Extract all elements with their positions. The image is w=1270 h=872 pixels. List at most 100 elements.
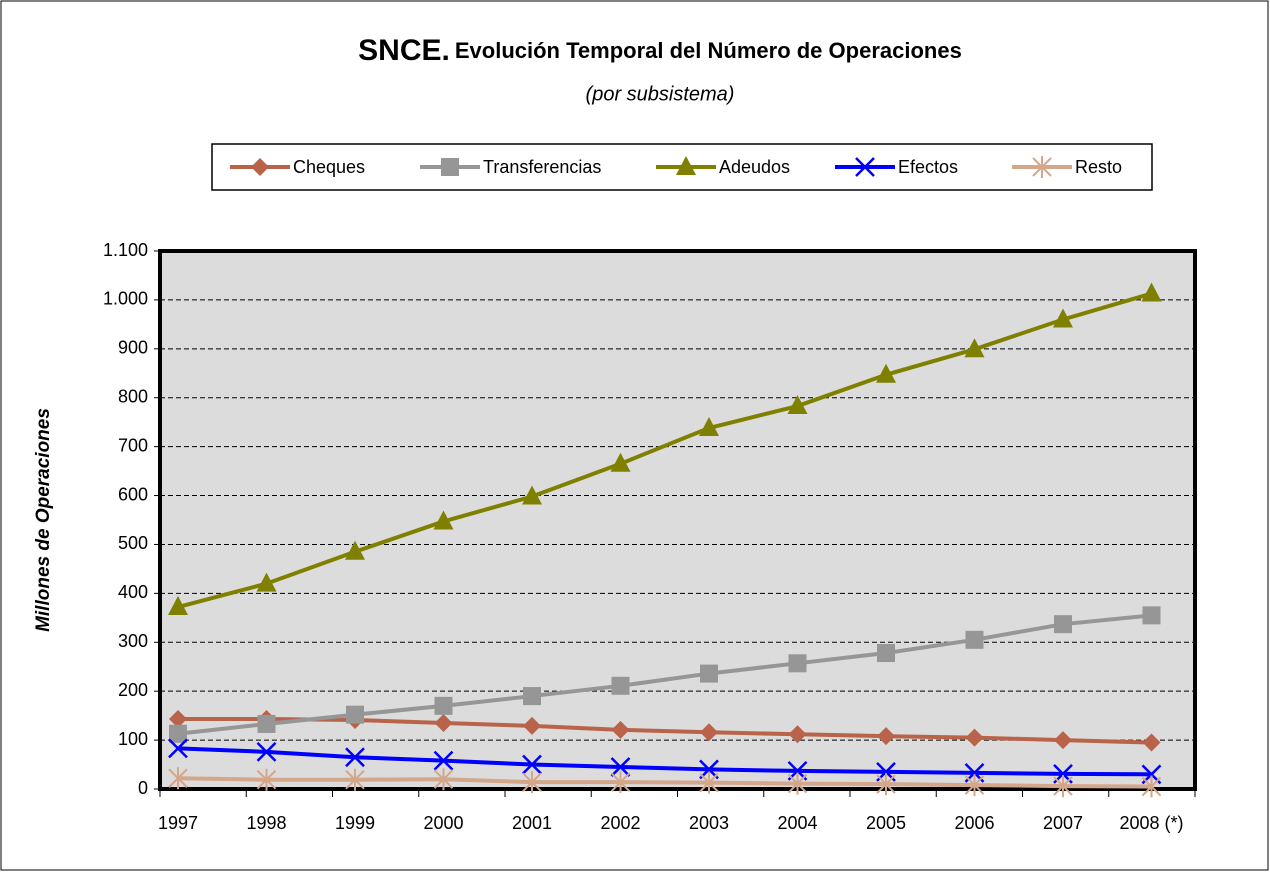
marker xyxy=(1142,606,1161,625)
x-tick-label: 2004 xyxy=(777,813,817,833)
marker xyxy=(787,395,808,415)
marker xyxy=(1141,775,1162,798)
legend-marker xyxy=(441,158,459,176)
legend-label: Transferencias xyxy=(483,157,601,177)
marker xyxy=(168,738,188,759)
marker xyxy=(788,725,807,744)
marker xyxy=(610,452,631,472)
x-tick-label: 2006 xyxy=(954,813,994,833)
marker xyxy=(168,596,188,616)
y-tick-label: 200 xyxy=(118,680,148,700)
x-tick-label: 2007 xyxy=(1043,813,1083,833)
marker xyxy=(964,338,985,358)
marker xyxy=(523,716,541,735)
y-tick-label: 1.100 xyxy=(103,240,148,260)
marker xyxy=(877,727,895,746)
marker xyxy=(345,768,365,791)
plot-area xyxy=(160,251,1195,789)
marker xyxy=(1054,731,1072,750)
marker xyxy=(346,705,364,724)
series-line xyxy=(177,776,1152,789)
marker xyxy=(523,687,541,706)
legend-label: Resto xyxy=(1075,157,1122,177)
series-line xyxy=(177,613,1152,736)
y-tick-label: 700 xyxy=(118,435,148,455)
marker xyxy=(965,728,984,747)
marker xyxy=(168,767,188,790)
y-tick-label: 500 xyxy=(118,533,148,553)
y-tick-label: 800 xyxy=(118,386,148,406)
y-tick-label: 600 xyxy=(118,484,148,504)
y-tick-label: 0 xyxy=(138,778,148,798)
y-tick-label: 1.000 xyxy=(103,289,148,309)
x-tick-label: 2002 xyxy=(600,813,640,833)
y-tick-label: 100 xyxy=(118,729,148,749)
x-tick-label: 2000 xyxy=(423,813,463,833)
legend-label: Cheques xyxy=(293,157,365,177)
plot-border xyxy=(158,249,1197,791)
marker xyxy=(1054,615,1072,634)
title-main: Evolución Temporal del Número de Operaci… xyxy=(455,38,962,63)
marker xyxy=(699,417,719,437)
legend-marker xyxy=(676,156,696,175)
chart-title: SNCE. Evolución Temporal del Número de O… xyxy=(358,34,962,67)
marker xyxy=(169,724,187,743)
marker xyxy=(700,664,718,683)
y-tick-label: 300 xyxy=(118,631,148,651)
marker xyxy=(611,676,630,695)
marker xyxy=(787,772,808,795)
marker xyxy=(965,630,984,649)
x-tick-label: 2005 xyxy=(866,813,906,833)
x-tick-label: 2003 xyxy=(689,813,729,833)
marker xyxy=(699,771,719,794)
marker xyxy=(877,644,895,663)
marker xyxy=(345,747,365,768)
title-lead: SNCE. xyxy=(358,34,450,67)
marker xyxy=(522,485,542,505)
x-tick-label: 1997 xyxy=(158,813,198,833)
marker xyxy=(1141,282,1162,302)
series-line xyxy=(178,717,1152,745)
legend-marker xyxy=(251,158,269,176)
marker xyxy=(256,572,277,592)
marker xyxy=(610,757,631,777)
x-tick-label: 1999 xyxy=(335,813,375,833)
legend-marker xyxy=(855,157,875,177)
marker xyxy=(1142,733,1161,752)
marker xyxy=(788,654,807,673)
marker xyxy=(434,713,453,732)
marker xyxy=(610,771,631,794)
marker xyxy=(256,768,277,791)
x-tick-label: 1998 xyxy=(246,813,286,833)
marker xyxy=(345,540,365,560)
marker xyxy=(522,754,542,775)
marker xyxy=(1053,308,1073,328)
marker xyxy=(876,773,896,796)
x-tick-label: 2001 xyxy=(512,813,552,833)
marker xyxy=(611,720,630,739)
marker xyxy=(964,774,985,797)
marker xyxy=(433,510,454,530)
chart-subtitle: (por subsistema) xyxy=(586,83,735,105)
marker xyxy=(256,741,277,762)
y-tick-label: 900 xyxy=(118,338,148,358)
series-line xyxy=(177,746,1152,777)
y-tick-label: 400 xyxy=(118,582,148,602)
x-tick-label: 2008 (*) xyxy=(1119,813,1183,833)
legend-label: Adeudos xyxy=(719,157,790,177)
marker xyxy=(257,714,276,733)
marker xyxy=(876,363,896,383)
marker xyxy=(434,696,453,715)
y-axis-label: Millones de Operaciones xyxy=(33,408,54,632)
marker xyxy=(1053,775,1073,798)
marker xyxy=(700,723,718,742)
marker xyxy=(169,710,187,729)
marker xyxy=(433,750,454,771)
marker xyxy=(433,768,454,791)
series-line xyxy=(177,291,1153,609)
legend-label: Efectos xyxy=(898,157,958,177)
marker xyxy=(522,771,542,794)
legend-marker xyxy=(1032,156,1052,178)
